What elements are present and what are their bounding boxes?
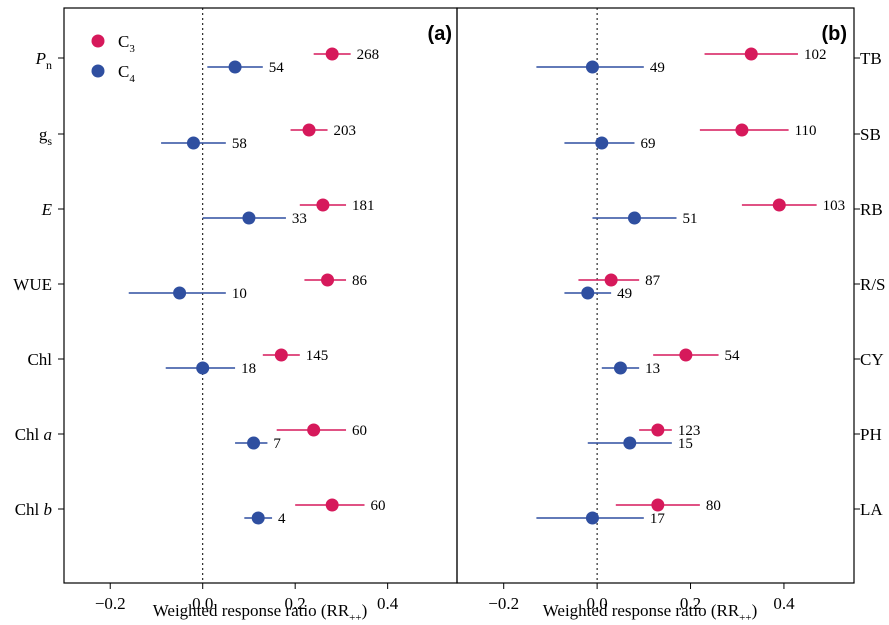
panel-a-marks: 268 203 181 86 145 60 60 54 58 33 10 18 7 4 <box>128 47 386 527</box>
legend-c3-marker <box>91 34 105 48</box>
c4-point <box>613 361 627 375</box>
category-label: LA <box>860 500 883 519</box>
c3-n-label: 268 <box>357 47 380 63</box>
c4-n-label: 49 <box>650 60 665 76</box>
x-tick-label: 0.0 <box>192 594 213 613</box>
c3-point <box>302 123 316 137</box>
c4-point <box>247 436 261 450</box>
c4-n-label: 51 <box>683 211 698 227</box>
category-label: TB <box>860 49 882 68</box>
c4-n-label: 33 <box>292 211 307 227</box>
c4-n-label: 69 <box>640 136 655 152</box>
c4-point <box>627 211 641 225</box>
legend-c3-label: C3 <box>118 32 135 55</box>
panel-b-x-axis: −0.2 0.0 0.2 0.4 <box>488 583 795 613</box>
category-label: Chl a <box>15 425 52 444</box>
c4-point <box>585 511 599 525</box>
c4-n-label: 10 <box>232 286 247 302</box>
c3-n-label: 60 <box>352 423 367 439</box>
category-label: SB <box>860 125 881 144</box>
panel-b-marks: 102 110 103 87 54 123 80 49 69 51 49 13 15 17 <box>536 47 845 527</box>
panel-b-label: (b) <box>821 23 847 45</box>
x-tick-label: 0.2 <box>680 594 701 613</box>
panel-a-x-axis-title: Weighted response ratio (RR++) <box>153 601 368 624</box>
c4-n-label: 15 <box>678 436 693 452</box>
category-label: E <box>41 200 53 219</box>
c3-n-label: 203 <box>334 123 357 139</box>
c3-point <box>321 273 335 287</box>
c3-point <box>274 348 288 362</box>
category-label: WUE <box>13 275 52 294</box>
panel-b: −0.2 0.0 0.2 0.4 TB SB RB R/S CY PH LA 102 110 103 8… <box>456 7 886 624</box>
c4-point <box>173 286 187 300</box>
c3-point <box>325 47 339 61</box>
c3-n-label: 54 <box>725 348 741 364</box>
legend-c4-marker <box>91 64 105 78</box>
c4-point <box>595 136 609 150</box>
c3-point <box>325 498 339 512</box>
c4-n-label: 58 <box>232 136 247 152</box>
category-label: RB <box>860 200 883 219</box>
category-label: PH <box>860 425 882 444</box>
c3-n-label: 80 <box>706 498 721 514</box>
c4-n-label: 54 <box>269 60 285 76</box>
category-label: Chl b <box>15 500 52 519</box>
x-tick-label: −0.2 <box>488 594 519 613</box>
panel-b-category-labels: TB SB RB R/S CY PH LA <box>854 49 886 519</box>
category-label: CY <box>860 350 884 369</box>
panel-b-frame <box>456 7 855 584</box>
panel-b-x-axis-title: Weighted response ratio (RR++) <box>543 601 758 624</box>
c4-n-label: 4 <box>278 511 286 527</box>
legend: C3 C4 <box>91 32 135 85</box>
c4-point <box>623 436 637 450</box>
c3-n-label: 145 <box>306 348 329 364</box>
c4-point <box>581 286 595 300</box>
c3-point <box>679 348 693 362</box>
c3-n-label: 86 <box>352 273 368 289</box>
c4-point <box>585 60 599 74</box>
c4-n-label: 18 <box>241 361 256 377</box>
c4-point <box>186 136 200 150</box>
c3-point <box>744 47 758 61</box>
c4-n-label: 7 <box>273 436 281 452</box>
c3-n-label: 181 <box>352 198 375 214</box>
x-tick-label: 0.0 <box>586 594 607 613</box>
x-tick-label: 0.4 <box>773 594 795 613</box>
x-tick-label: 0.2 <box>285 594 306 613</box>
c3-point <box>651 423 665 437</box>
c4-n-label: 49 <box>617 286 632 302</box>
c3-point <box>604 273 618 287</box>
legend-c4-label: C4 <box>118 62 135 85</box>
c4-n-label: 13 <box>645 361 660 377</box>
c3-point <box>651 498 665 512</box>
c3-point <box>735 123 749 137</box>
c3-n-label: 87 <box>645 273 661 289</box>
c3-point <box>307 423 321 437</box>
c4-point <box>228 60 242 74</box>
c3-point <box>772 198 786 212</box>
panel-a-label: (a) <box>428 23 452 45</box>
category-label: R/S <box>860 275 886 294</box>
c3-point <box>316 198 330 212</box>
c4-point <box>196 361 210 375</box>
x-tick-label: −0.2 <box>95 594 126 613</box>
c3-n-label: 60 <box>371 498 386 514</box>
panel-a-x-axis: −0.2 0.0 0.2 0.4 <box>95 583 399 613</box>
c4-n-label: 17 <box>650 511 666 527</box>
c4-point <box>242 211 256 225</box>
x-tick-label: 0.4 <box>377 594 399 613</box>
c4-point <box>251 511 265 525</box>
c3-n-label: 102 <box>804 47 827 63</box>
c3-n-label: 103 <box>823 198 846 214</box>
panel-a-category-labels: Pn gs E WUE Chl Chl a Chl b <box>13 49 64 519</box>
category-label: Pn <box>35 49 52 72</box>
category-label: gs <box>39 125 53 148</box>
c3-n-label: 123 <box>678 423 701 439</box>
category-label: Chl <box>27 350 52 369</box>
c3-n-label: 110 <box>795 123 817 139</box>
